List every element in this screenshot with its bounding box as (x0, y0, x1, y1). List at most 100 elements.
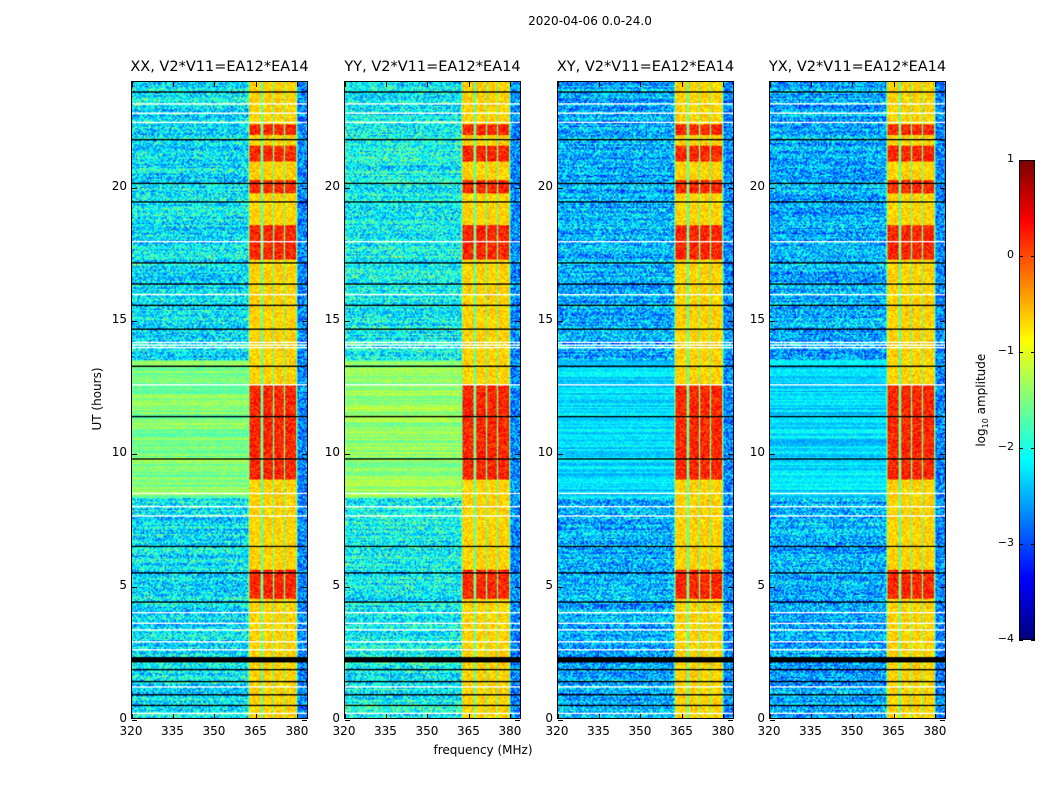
y-tick (302, 586, 307, 588)
colorbar-label-suffix: amplitude (973, 353, 988, 419)
y-tick-label: 20 (324, 179, 340, 194)
x-tick-label: 380 (285, 724, 309, 738)
x-tick (769, 82, 771, 87)
x-tick (385, 82, 387, 87)
y-tick (940, 187, 945, 189)
x-tick (214, 714, 216, 719)
x-tick (557, 82, 559, 87)
y-tick (770, 719, 775, 721)
x-tick (681, 82, 683, 87)
x-tick (852, 82, 854, 87)
x-tick (172, 714, 174, 719)
y-tick (728, 320, 733, 322)
x-tick (852, 714, 854, 719)
y-tick (345, 586, 350, 588)
y-tick-label: 5 (119, 578, 127, 593)
x-tick-label: 350 (202, 724, 226, 738)
x-tick-label: 335 (374, 724, 397, 738)
y-tick (302, 320, 307, 322)
y-tick-label: 5 (545, 578, 553, 593)
y-tick (940, 719, 945, 721)
y-tick (132, 719, 137, 721)
y-tick-label: 20 (537, 179, 553, 194)
x-tick (344, 82, 346, 87)
y-tick-label: 0 (332, 711, 340, 725)
x-tick-label: 380 (498, 724, 522, 738)
x-tick (598, 82, 600, 87)
panel-title: XX, V2*V11=EA12*EA14 (130, 59, 309, 75)
y-tick (558, 187, 563, 189)
colorbar-gradient (1020, 161, 1034, 639)
x-tick (810, 714, 812, 719)
y-tick-label: 10 (111, 445, 127, 460)
x-tick-label: 335 (799, 724, 822, 738)
colorbar-tick (1019, 255, 1023, 257)
panel-title: YY, V2*V11=EA12*EA14 (344, 59, 521, 75)
colorbar-tick (1031, 255, 1035, 257)
x-tick (681, 714, 683, 719)
colorbar-tick (1019, 159, 1023, 161)
panel-title: YX, V2*V11=EA12*EA14 (768, 59, 947, 75)
colorbar-tick (1031, 639, 1035, 641)
y-tick (302, 453, 307, 455)
x-tick (893, 82, 895, 87)
y-tick (345, 187, 350, 189)
x-tick-label: 350 (415, 724, 439, 738)
y-tick-label: 0 (119, 711, 127, 725)
x-tick (810, 82, 812, 87)
x-tick-label: 365 (244, 724, 267, 738)
x-tick (297, 82, 299, 87)
x-tick-label: 365 (457, 724, 480, 738)
y-tick (770, 586, 775, 588)
x-tick-label: 335 (587, 724, 610, 738)
x-tick (935, 82, 937, 87)
x-tick-label: 365 (670, 724, 693, 738)
y-tick-label: 5 (757, 578, 765, 593)
x-tick (769, 714, 771, 719)
y-tick (132, 586, 137, 588)
x-tick (723, 714, 725, 719)
y-tick (940, 320, 945, 322)
y-tick (515, 453, 520, 455)
x-tick (255, 82, 257, 87)
y-tick (345, 320, 350, 322)
y-tick-label: 0 (757, 711, 765, 725)
y-tick (132, 320, 137, 322)
y-tick (728, 453, 733, 455)
y-tick-label: 10 (537, 445, 553, 460)
x-tick (640, 714, 642, 719)
y-tick (515, 320, 520, 322)
x-tick-label: 350 (628, 724, 652, 738)
x-tick (510, 82, 512, 87)
colorbar-tick-label: −2 (997, 440, 1014, 453)
heatmap-image (770, 82, 945, 718)
y-tick (558, 320, 563, 322)
y-tick-label: 20 (749, 179, 765, 194)
y-tick-label: 15 (537, 312, 553, 327)
colorbar-tick (1031, 351, 1035, 353)
colorbar-tick (1031, 543, 1035, 545)
x-tick (297, 714, 299, 719)
y-tick (728, 719, 733, 721)
colorbar-tick (1019, 543, 1023, 545)
x-tick-label: 380 (923, 724, 947, 738)
x-tick-label: 320 (757, 724, 781, 738)
colorbar-tick-label: 0 (1007, 248, 1014, 261)
y-tick (728, 187, 733, 189)
colorbar-tick-label: −4 (997, 632, 1014, 645)
x-tick (557, 714, 559, 719)
y-tick-label: 0 (545, 711, 553, 725)
y-axis-label: UT (hours) (90, 367, 104, 431)
x-tick (893, 714, 895, 719)
y-tick (770, 320, 775, 322)
y-tick (728, 586, 733, 588)
x-tick (468, 82, 470, 87)
panel-title: XY, V2*V11=EA12*EA14 (556, 59, 735, 75)
y-tick (345, 453, 350, 455)
x-tick-label: 350 (840, 724, 864, 738)
y-tick-label: 5 (332, 578, 340, 593)
y-tick (345, 719, 350, 721)
x-tick (427, 714, 429, 719)
y-tick (515, 187, 520, 189)
x-axis-label: frequency (MHz) (433, 743, 533, 757)
